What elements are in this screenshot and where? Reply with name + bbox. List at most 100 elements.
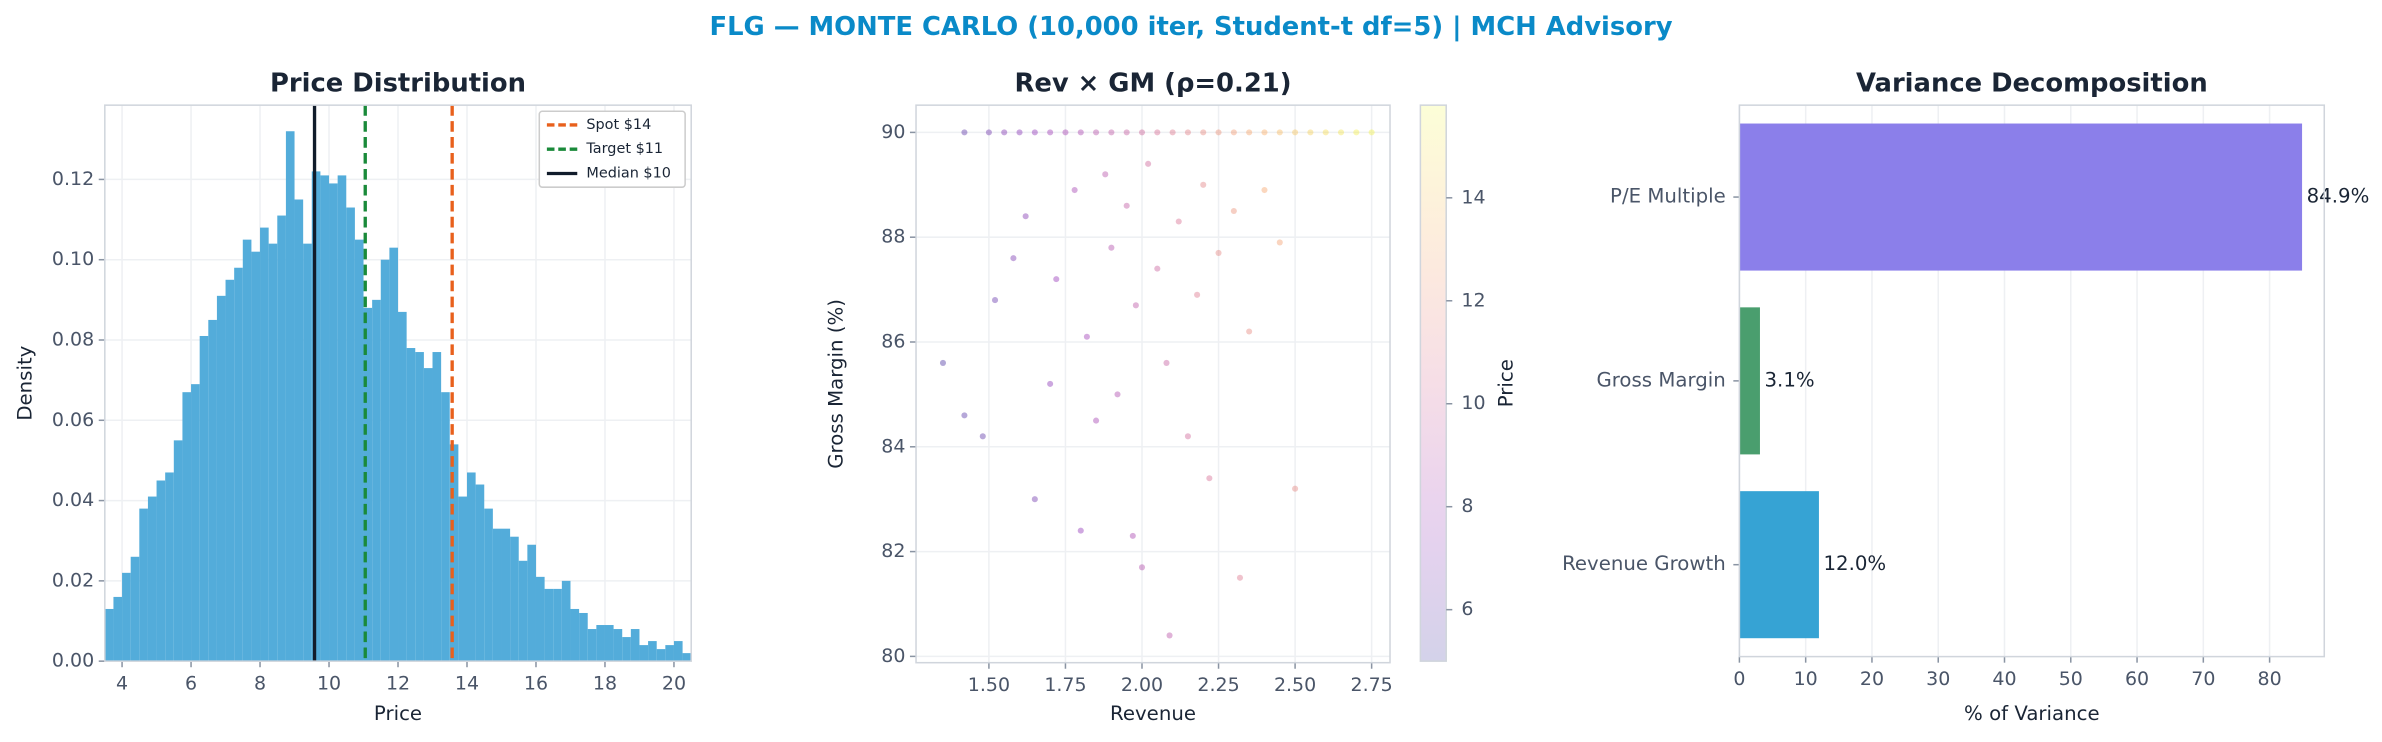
y-tick-label: 0.04 xyxy=(52,489,94,511)
plot-area xyxy=(916,105,1391,663)
scatter-point xyxy=(979,433,986,440)
scatter-point xyxy=(1169,129,1176,136)
histogram-bar xyxy=(363,307,373,662)
histogram-bar xyxy=(173,440,183,662)
x-tick-label: 12 xyxy=(386,672,410,694)
histogram-bar xyxy=(165,472,174,662)
x-axis-label: % of Variance xyxy=(1964,702,2100,725)
scatter-point xyxy=(1200,129,1207,136)
legend-label: Median $10 xyxy=(586,166,671,182)
histogram-bar xyxy=(260,227,269,662)
legend-label: Target $11 xyxy=(585,141,663,157)
scatter-point xyxy=(1166,632,1173,639)
x-tick-label: 10 xyxy=(317,672,341,694)
scatter-point xyxy=(1276,129,1283,136)
scatter-point xyxy=(985,129,992,136)
histogram-bar xyxy=(268,243,278,662)
scatter-point xyxy=(1322,129,1329,136)
x-tick-label: 20 xyxy=(662,672,686,694)
scatter-point xyxy=(1368,129,1375,136)
y-tick-label: 84 xyxy=(881,435,905,457)
histogram-bar xyxy=(535,576,545,662)
histogram-bar xyxy=(501,528,511,662)
scatter-point xyxy=(1337,129,1345,136)
plot-frame xyxy=(104,104,692,662)
histogram-bar xyxy=(458,496,467,662)
scatter-point xyxy=(1292,485,1299,492)
histogram-bar xyxy=(156,480,166,662)
histogram-bar xyxy=(449,444,459,662)
bar xyxy=(1739,491,1819,639)
histogram-bar xyxy=(208,319,217,662)
scatter-point xyxy=(1022,213,1029,220)
scatter-point xyxy=(1108,244,1115,251)
scatter-point xyxy=(1261,186,1268,194)
x-tick-label: 14 xyxy=(455,672,479,694)
histogram-bar xyxy=(113,596,123,662)
histogram-bar xyxy=(604,625,614,662)
histogram-bar xyxy=(466,472,476,662)
x-tick-label: 70 xyxy=(2191,668,2215,690)
scatter-point xyxy=(1200,181,1207,188)
colorbar-tick-label: 12 xyxy=(1461,289,1485,311)
x-tick-label: 6 xyxy=(185,672,197,694)
scatter-point xyxy=(1215,249,1222,256)
scatter-point xyxy=(1016,129,1023,136)
x-tick-label: 50 xyxy=(2059,668,2083,690)
scatter-point xyxy=(1047,129,1054,136)
x-tick-label: 2.25 xyxy=(1197,674,1239,696)
histogram-bar xyxy=(337,175,347,662)
scatter-point xyxy=(1206,475,1213,482)
bar xyxy=(1739,123,2303,271)
scatter-point xyxy=(1353,129,1360,136)
y-tick-label: 90 xyxy=(881,121,905,143)
scatter-point xyxy=(1261,129,1268,136)
y-tick-label: 0.06 xyxy=(52,409,94,431)
scatter-point xyxy=(1163,359,1170,366)
histogram-bar xyxy=(527,544,536,662)
y-axis-label: Density xyxy=(13,345,36,420)
scatter-point xyxy=(1276,239,1283,246)
plot-frame xyxy=(1738,104,2326,658)
y-tick-label: Gross Margin xyxy=(1596,368,1725,391)
y-axis-label: Gross Margin (%) xyxy=(825,299,848,469)
histogram-bar xyxy=(682,653,692,662)
y-tick-label: 80 xyxy=(881,645,905,667)
histogram-bar xyxy=(656,649,666,662)
y-tick-label: 0.08 xyxy=(52,328,94,350)
histogram-bar xyxy=(234,267,243,662)
scatter-point xyxy=(1114,391,1121,398)
histogram-bar xyxy=(346,207,355,662)
histogram-bar xyxy=(553,588,562,662)
y-tick-label: 0.10 xyxy=(52,248,94,270)
histogram-bar xyxy=(518,560,528,662)
x-tick-label: 2.75 xyxy=(1351,674,1393,696)
value-label: 12.0% xyxy=(1823,552,1886,575)
scatter-point xyxy=(1138,564,1146,571)
x-tick-label: 2.50 xyxy=(1274,674,1316,696)
scatter-point xyxy=(1307,129,1314,136)
histogram-bar xyxy=(406,348,416,662)
value-label: 84.9% xyxy=(2307,185,2370,208)
histogram-bar xyxy=(225,279,235,662)
x-tick-label: 2.00 xyxy=(1121,674,1163,696)
y-tick-label: 0.02 xyxy=(52,569,94,591)
subplot-title: Price Distribution xyxy=(270,68,526,98)
histogram-bar xyxy=(389,247,399,662)
histogram-bar xyxy=(216,295,226,662)
x-tick-label: 16 xyxy=(524,672,548,694)
bar xyxy=(1739,307,1760,455)
histogram-bar xyxy=(441,392,450,662)
histogram-bar xyxy=(147,496,157,662)
histogram-bar xyxy=(320,175,330,662)
scatter-point xyxy=(961,129,968,136)
histogram-bar xyxy=(354,239,364,662)
x-tick-label: 10 xyxy=(1794,668,1818,690)
x-axis-label: Revenue xyxy=(1110,702,1196,725)
x-tick-label: 0 xyxy=(1733,668,1745,690)
histogram-bar xyxy=(294,199,304,662)
histogram-bar xyxy=(423,368,433,662)
plot-frame xyxy=(915,104,1391,664)
colorbar xyxy=(1419,104,1447,662)
